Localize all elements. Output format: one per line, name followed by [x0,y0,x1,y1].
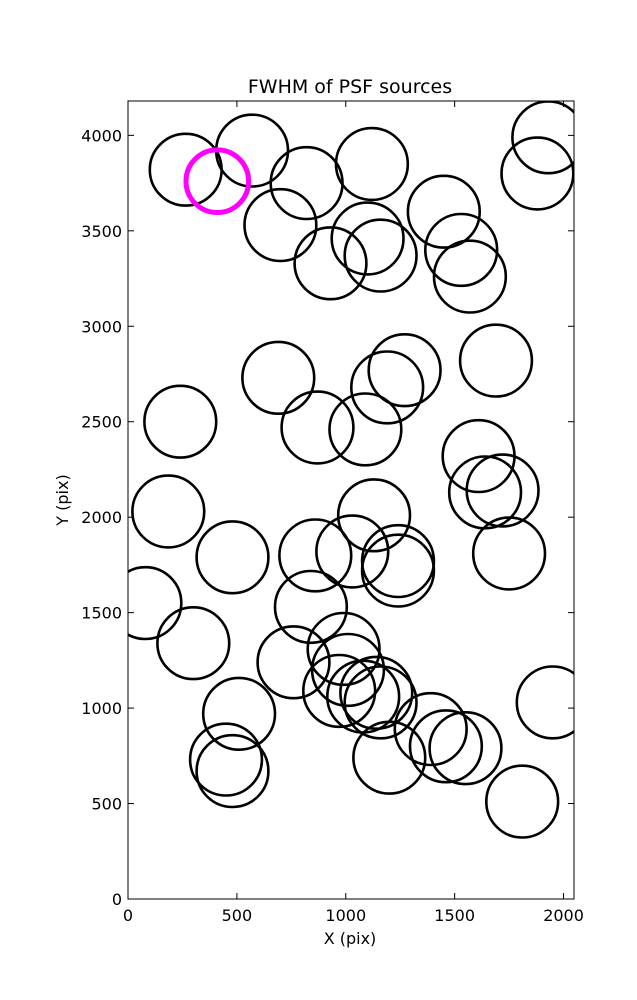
y-tick-label: 2500 [81,413,122,432]
source-circle [278,518,353,593]
x-tick-label: 2000 [543,906,584,925]
source-circle [241,340,316,415]
source-circle [428,710,503,786]
y-axis: 0 500 1000 1500 2000 2500 3000 3500 4000 [81,126,574,909]
y-tick-label: 4000 [81,126,122,145]
source-circle [143,384,218,459]
source-circle [201,676,277,751]
y-tick-label: 1000 [81,699,122,718]
y-axis-label: Y (pix) [53,474,72,526]
source-circle [424,212,499,288]
y-tick-label: 2000 [81,508,122,527]
source-circle [195,520,270,595]
source-circle [336,478,412,553]
source-circle [352,720,427,795]
source-circle [343,665,418,740]
x-axis: 0 500 1000 1500 2000 [123,101,584,925]
source-circle [393,691,468,767]
y-tick-label: 500 [91,795,122,814]
source-circle [458,323,534,398]
source-circles [128,101,574,839]
x-axis-label: X (pix) [324,929,377,948]
source-circle [343,218,418,293]
y-tick-label: 3500 [81,222,122,241]
source-circle [367,333,442,408]
x-tick-label: 1000 [325,906,366,925]
x-tick-label: 0 [123,906,133,925]
source-circle [188,722,264,797]
source-circle [256,625,331,700]
source-circle [485,764,560,839]
source-circle [471,516,547,591]
highlighted-source-circle [183,147,252,215]
source-circle [273,569,349,645]
source-circle [330,201,405,276]
y-tick-label: 0 [112,890,122,909]
source-circle [280,390,355,465]
source-circle [465,453,540,528]
x-tick-label: 500 [222,906,253,925]
source-circle [195,733,270,809]
source-circle [339,655,414,730]
source-circle [315,514,390,589]
source-circle [310,632,386,708]
y-tick-label: 3000 [81,317,122,336]
source-circle [128,565,183,641]
source-circle [328,392,403,467]
source-circle [350,350,425,425]
source-circle [515,665,574,740]
plot-frame [127,100,575,900]
source-circle [293,226,368,301]
source-circle [131,474,206,549]
plot-area: 0 500 1000 1500 2000 0 500 1000 1500 2000 2500 300… [81,100,584,925]
source-circle [334,126,410,202]
source-circle [302,653,377,729]
y-tick-label: 1500 [81,604,122,623]
source-circle [360,533,436,608]
source-circle [406,174,481,249]
chart-title: FWHM of PSF sources [248,76,452,98]
source-circle [269,145,344,221]
source-circle [306,611,381,687]
source-circle [243,187,318,263]
source-circle [432,239,508,314]
source-circle [511,101,574,175]
x-tick-label: 1500 [434,906,475,925]
source-circle [156,605,231,681]
source-circle [500,136,574,211]
source-circle [408,709,484,784]
